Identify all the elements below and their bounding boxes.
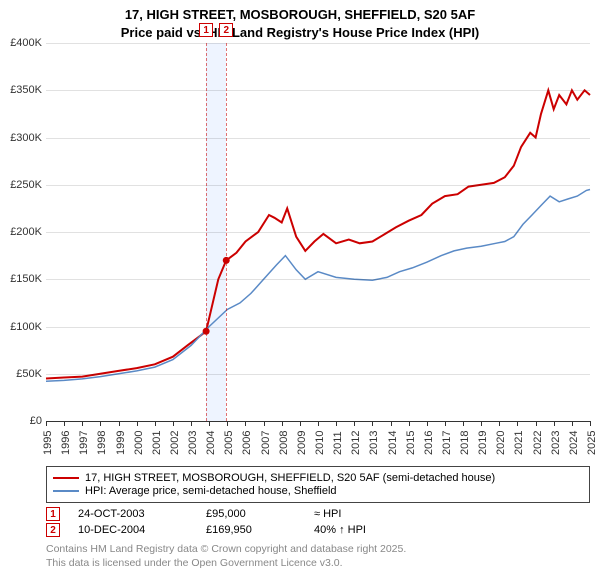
x-tick-label: 2023 <box>550 431 562 455</box>
x-tick-label: 2008 <box>278 431 290 455</box>
x-tick-label: 1996 <box>60 431 72 455</box>
x-tick-label: 2005 <box>223 431 235 455</box>
x-tick-label: 2022 <box>532 431 544 455</box>
legend-row-hpi: HPI: Average price, semi-detached house,… <box>53 485 583 497</box>
x-tick-label: 2009 <box>296 431 308 455</box>
event-price: £169,950 <box>206 524 296 536</box>
x-tick-label: 2001 <box>151 431 163 455</box>
x-tick-label: 2014 <box>387 431 399 455</box>
x-tick-label: 2015 <box>405 431 417 455</box>
series-price_paid <box>46 90 590 378</box>
event-marker: 2 <box>46 523 60 537</box>
x-tick-label: 2006 <box>241 431 253 455</box>
event-delta: ≈ HPI <box>314 508 341 520</box>
legend-row-price-paid: 17, HIGH STREET, MOSBOROUGH, SHEFFIELD, … <box>53 472 583 484</box>
event-marker: 1 <box>46 507 60 521</box>
legend-label-1: 17, HIGH STREET, MOSBOROUGH, SHEFFIELD, … <box>85 472 495 484</box>
y-tick-label: £350K <box>10 84 42 96</box>
marker-line <box>206 43 207 421</box>
legend-label-2: HPI: Average price, semi-detached house,… <box>85 485 337 497</box>
event-date: 24-OCT-2003 <box>78 508 188 520</box>
x-tick-label: 2021 <box>513 431 525 455</box>
event-date: 10-DEC-2004 <box>78 524 188 536</box>
marker-line <box>226 43 227 421</box>
credit-line-1: Contains HM Land Registry data © Crown c… <box>46 543 590 557</box>
title-line-1: 17, HIGH STREET, MOSBOROUGH, SHEFFIELD, … <box>8 6 592 24</box>
x-tick-label: 2002 <box>169 431 181 455</box>
y-tick-label: £300K <box>10 132 42 144</box>
x-tick-label: 1999 <box>115 431 127 455</box>
x-tick-label: 2011 <box>332 431 344 455</box>
x-tick-label: 2010 <box>314 431 326 455</box>
x-tick-label: 2003 <box>187 431 199 455</box>
event-price: £95,000 <box>206 508 296 520</box>
legend-swatch-2 <box>53 490 79 492</box>
chart-title: 17, HIGH STREET, MOSBOROUGH, SHEFFIELD, … <box>0 0 600 43</box>
x-tick-label: 1997 <box>78 431 90 455</box>
x-tick-label: 2013 <box>368 431 380 455</box>
marker-label: 2 <box>219 23 233 37</box>
plot-area: £0£50K£100K£150K£200K£250K£300K£350K£400… <box>46 43 590 422</box>
x-tick-label: 1998 <box>96 431 108 455</box>
event-row: 2 10-DEC-2004 £169,950 40% ↑ HPI <box>46 523 590 537</box>
x-tick-label: 2004 <box>205 431 217 455</box>
x-tick-label: 2018 <box>459 431 471 455</box>
x-tick-label: 2000 <box>133 431 145 455</box>
x-tick-label: 2019 <box>477 431 489 455</box>
credit-text: Contains HM Land Registry data © Crown c… <box>46 543 590 570</box>
x-tick-label: 2024 <box>568 431 580 455</box>
x-tick-label: 2025 <box>586 431 598 455</box>
y-tick-label: £400K <box>10 37 42 49</box>
y-tick-label: £100K <box>10 321 42 333</box>
y-tick-label: £0 <box>30 415 42 427</box>
legend-box: 17, HIGH STREET, MOSBOROUGH, SHEFFIELD, … <box>46 466 590 503</box>
y-tick-label: £150K <box>10 273 42 285</box>
x-tick-label: 2020 <box>495 431 507 455</box>
credit-line-2: This data is licensed under the Open Gov… <box>46 557 590 570</box>
y-tick-label: £200K <box>10 226 42 238</box>
y-tick-label: £50K <box>16 368 42 380</box>
legend-swatch-1 <box>53 477 79 479</box>
event-delta: 40% ↑ HPI <box>314 524 366 536</box>
chart-container: 17, HIGH STREET, MOSBOROUGH, SHEFFIELD, … <box>0 0 600 560</box>
x-tick-label: 2016 <box>423 431 435 455</box>
x-tick-label: 2017 <box>441 431 453 455</box>
x-tick-label: 1995 <box>42 431 54 455</box>
event-table: 1 24-OCT-2003 £95,000 ≈ HPI 2 10-DEC-2004 £169… <box>46 507 590 537</box>
event-row: 1 24-OCT-2003 £95,000 ≈ HPI <box>46 507 590 521</box>
series-hpi <box>46 190 590 382</box>
y-tick-label: £250K <box>10 179 42 191</box>
marker-label: 1 <box>199 23 213 37</box>
x-tick-label: 2012 <box>350 431 362 455</box>
x-tick-label: 2007 <box>260 431 272 455</box>
title-line-2: Price paid vs. HM Land Registry's House … <box>8 24 592 42</box>
